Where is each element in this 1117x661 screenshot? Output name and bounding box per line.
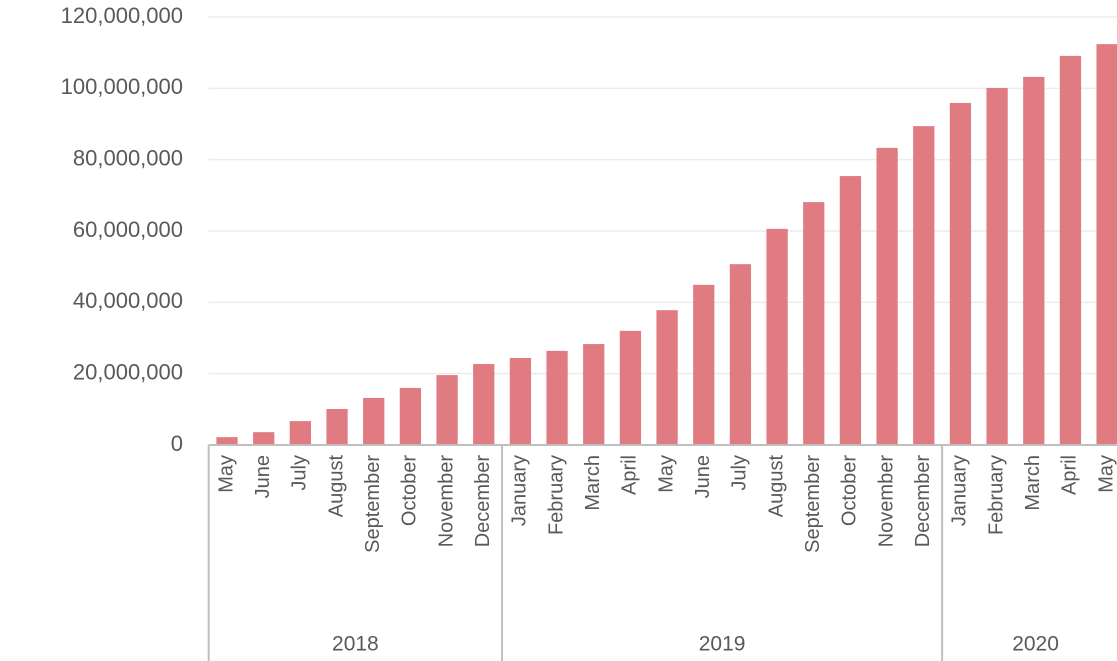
bar: [1023, 76, 1045, 446]
bar: [839, 176, 862, 445]
bar: [1059, 55, 1082, 445]
x-tick-label: April: [1059, 455, 1081, 495]
y-tick-label: 120,000,000: [61, 3, 183, 28]
y-tick-label: 20,000,000: [73, 359, 183, 384]
x-tick-label: October: [839, 455, 861, 526]
group-label: 2018: [332, 633, 379, 656]
x-tick-label: September: [802, 455, 824, 553]
y-tick-label: 40,000,000: [73, 288, 183, 313]
bar: [986, 87, 1008, 445]
bar: [399, 387, 422, 445]
x-tick-label: December: [912, 455, 934, 548]
x-tick-label: October: [399, 455, 421, 526]
bar: [326, 408, 348, 445]
x-tick-label: March: [582, 455, 604, 511]
bar: [289, 421, 312, 445]
x-tick-label: November: [875, 455, 897, 548]
x-tick-label: July: [289, 455, 311, 491]
bar: [876, 147, 898, 445]
bar: [913, 126, 935, 445]
bar: [363, 397, 385, 445]
y-tick-label: 100,000,000: [61, 74, 183, 99]
x-tick-label: January: [509, 455, 531, 526]
bar: [509, 357, 532, 445]
bar: [693, 284, 715, 445]
x-tick-label: June: [252, 455, 274, 498]
bar: [729, 264, 752, 445]
x-tick-label: August: [325, 455, 347, 518]
bar: [619, 330, 642, 445]
bar: [583, 344, 605, 445]
x-tick-label: September: [362, 455, 384, 553]
x-tick-label: November: [435, 455, 457, 548]
bar: [436, 375, 458, 445]
x-tick-label: April: [619, 455, 641, 495]
y-tick-label: 0: [171, 431, 183, 456]
y-tick-label: 60,000,000: [73, 217, 183, 242]
x-tick-label: July: [729, 455, 751, 491]
group-label: 2019: [699, 633, 746, 656]
bar: [766, 228, 788, 445]
x-tick-label: February: [985, 455, 1007, 535]
x-tick-label: March: [1022, 455, 1044, 511]
x-tick-label: December: [472, 455, 494, 548]
bar: [473, 364, 495, 445]
bar: [1096, 44, 1117, 446]
y-tick-label: 80,000,000: [73, 145, 183, 170]
x-tick-label: June: [692, 455, 714, 498]
x-tick-label: January: [949, 455, 971, 526]
x-tick-label: May: [1095, 455, 1117, 493]
bar: [803, 202, 825, 445]
group-label: 2020: [1012, 633, 1059, 656]
x-tick-label: May: [215, 455, 237, 493]
bar: [216, 437, 238, 445]
bar: [949, 102, 972, 445]
x-tick-label: May: [655, 455, 677, 493]
x-tick-label: August: [765, 455, 787, 518]
bar: [656, 310, 678, 445]
x-tick-label: February: [545, 455, 567, 535]
bar: [253, 432, 275, 445]
bar: [546, 350, 568, 445]
